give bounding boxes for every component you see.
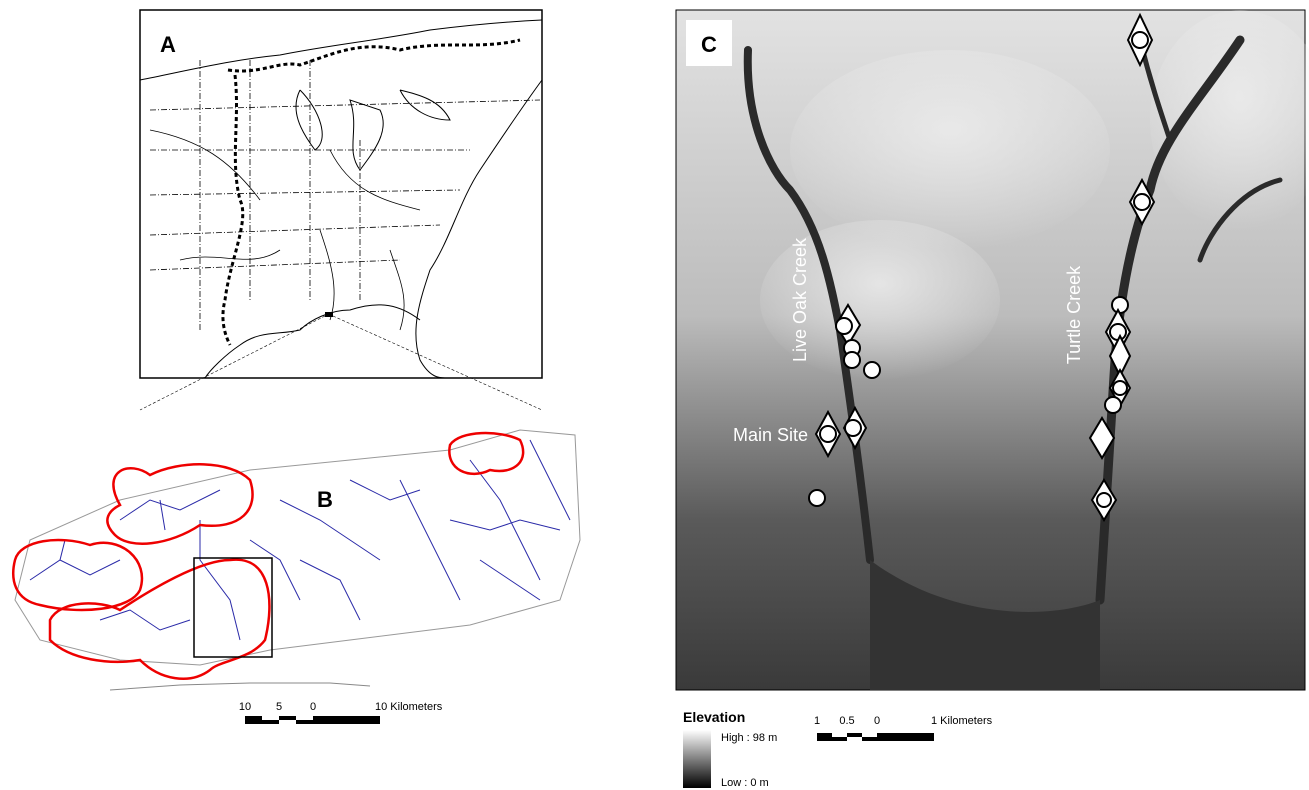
legend-label: Low : 0 m [721,777,769,789]
site-label: Main Site [733,425,808,445]
figure: A [0,0,1309,790]
scale-label: 1 Kilometers [931,715,993,727]
scale-segment [262,716,279,720]
site-markers-part [1105,397,1121,413]
scale-label: 0 [310,701,316,713]
site-markers-part [844,352,860,368]
scale-bar-b: 10 5 0 10 Kilometers [239,701,443,724]
panel-label: A [160,32,176,57]
panel-label: C [701,32,717,57]
scale-label: 10 [239,701,251,713]
scale-segment [862,733,877,737]
legend-title: Elevation [683,709,745,725]
site-markers-part [1097,493,1111,507]
scale-segment [279,720,296,724]
land-outline [15,430,580,665]
panel-a: A [140,10,542,410]
legend-ramp [683,730,711,788]
panel-c: C Live Oak Creek Turtle Creek Main Site [676,10,1309,690]
creek-label: Turtle Creek [1064,265,1084,364]
site-markers-part [1112,297,1128,313]
barrier-island [110,683,370,690]
panel-b: B 10 5 0 10 Kilometers [13,430,580,724]
highland [790,50,1110,250]
site-markers-part [1110,324,1126,340]
creek-label: Live Oak Creek [790,237,810,362]
scale-segment [847,737,862,741]
scale-segment [296,716,313,720]
scale-bar-c: 1 0.5 0 1 Kilometers [814,715,993,741]
site-markers-part [864,362,880,378]
scale-label: 1 [814,715,820,727]
legend-label: High : 98 m [721,732,777,744]
scale-label: 0.5 [839,715,854,727]
scale-label: 5 [276,701,282,713]
site-markers-part [809,490,825,506]
site-markers-part [1132,32,1148,48]
scale-segment [832,733,847,737]
site-markers-part [836,318,852,334]
site-markers-part [1134,194,1150,210]
scale-label: 10 Kilometers [375,701,443,713]
legend: Elevation High : 98 m Low : 0 m 1 0.5 0 … [683,709,993,789]
site-markers-part [1113,381,1127,395]
site-markers-part [845,420,861,436]
scale-label: 0 [874,715,880,727]
site-markers-part [820,426,836,442]
panel-label: B [317,487,333,512]
study-area [325,312,333,317]
